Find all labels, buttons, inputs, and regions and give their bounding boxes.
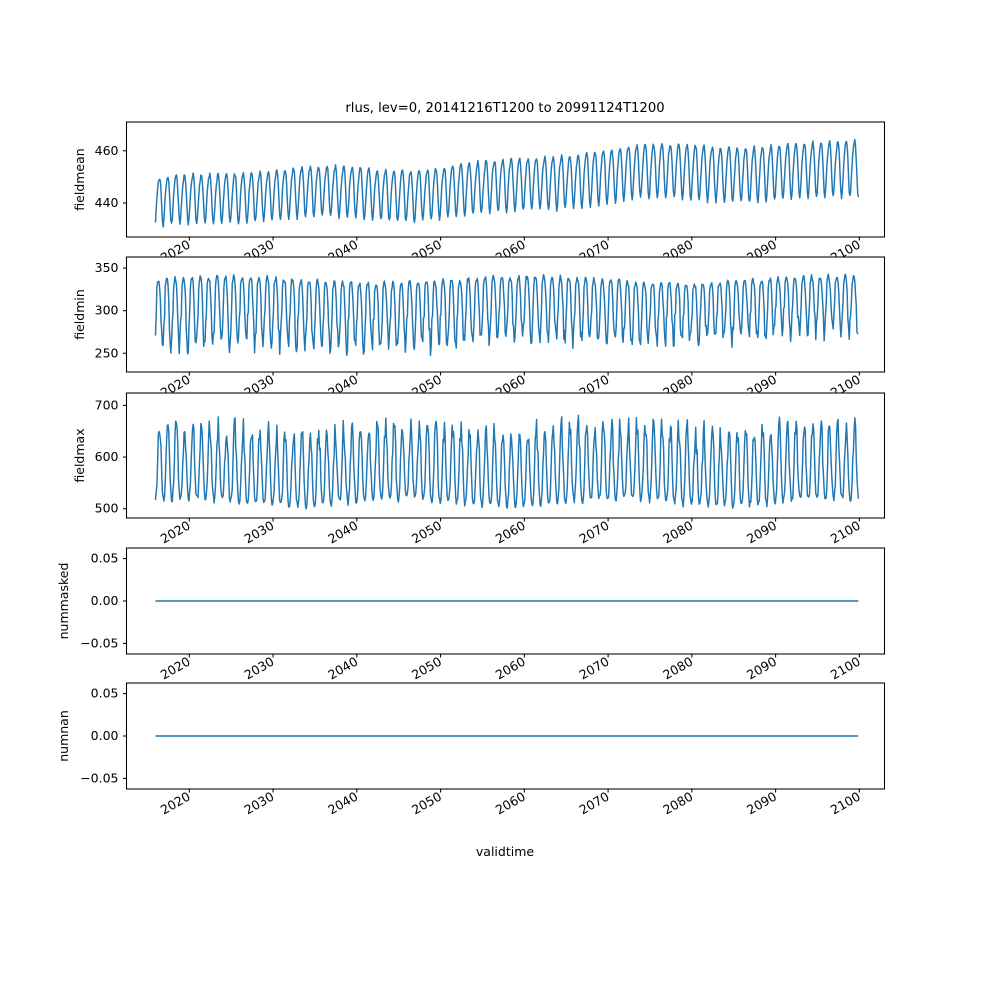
x-axis-label: validtime bbox=[476, 844, 534, 859]
y-tick-label: 0.00 bbox=[91, 728, 119, 743]
y-tick-label: 700 bbox=[95, 397, 119, 412]
y-tick-label: 460 bbox=[95, 143, 119, 158]
axes-spines bbox=[125, 392, 886, 519]
y-axis-label-fieldmean: fieldmean bbox=[72, 148, 87, 210]
y-axis-label-fieldmax: fieldmax bbox=[72, 428, 87, 482]
y-tick-label: 600 bbox=[95, 449, 119, 464]
figure-title: rlus, lev=0, 20141216T1200 to 20991124T1… bbox=[345, 101, 664, 116]
axes-spines bbox=[125, 256, 886, 373]
y-tick-label: −0.05 bbox=[80, 635, 118, 650]
y-tick-label: 440 bbox=[95, 195, 119, 210]
y-tick-label: 500 bbox=[95, 501, 119, 516]
y-tick-label: 0.05 bbox=[91, 686, 119, 701]
y-axis-label-nummasked: nummasked bbox=[56, 563, 71, 640]
series-line-fieldmean bbox=[154, 138, 860, 228]
y-tick-label: 300 bbox=[95, 303, 119, 318]
y-tick-label: 350 bbox=[95, 260, 119, 275]
plot-area-background bbox=[126, 122, 885, 237]
y-tick-label: 0.05 bbox=[91, 551, 119, 566]
y-axis-label-numnan: numnan bbox=[56, 710, 71, 762]
y-tick-label: −0.05 bbox=[80, 770, 118, 785]
axes-spines bbox=[125, 121, 886, 238]
y-tick-label: 250 bbox=[95, 345, 119, 360]
series-line-fieldmin bbox=[154, 273, 859, 357]
y-tick-label: 0.00 bbox=[91, 593, 119, 608]
y-axis-label-fieldmin: fieldmin bbox=[72, 289, 87, 340]
series-line-fieldmax bbox=[154, 414, 860, 510]
